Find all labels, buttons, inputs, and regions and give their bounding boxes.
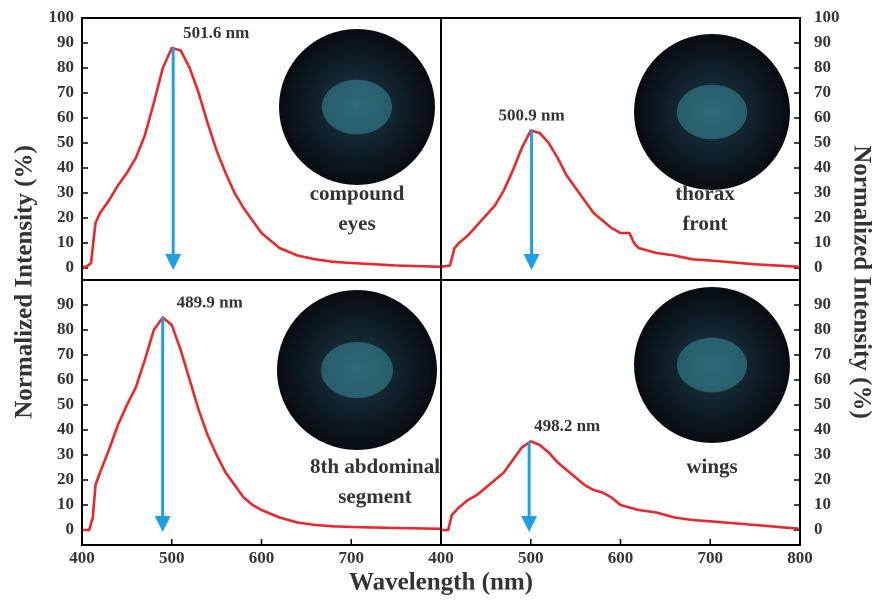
peak-label: 489.9 nm: [177, 292, 243, 311]
y-tick-label: 80: [57, 57, 74, 76]
y-tick-label: 0: [814, 519, 823, 538]
y-tick-label: 90: [814, 294, 831, 313]
y-tick-label: 10: [57, 232, 74, 251]
y-tick-label: 40: [814, 419, 831, 438]
y-tick-label: 10: [814, 232, 831, 251]
y-tick-label: 40: [57, 157, 74, 176]
x-tick-label: 700: [339, 548, 365, 567]
y-tick-label: 80: [57, 319, 74, 338]
inset-glow: [322, 80, 392, 135]
chart: Wavelength (nm) Normalized Intensity (%)…: [0, 0, 878, 602]
y-tick-label: 70: [814, 82, 831, 101]
y-tick-label: 70: [57, 82, 74, 101]
inset-glow: [677, 85, 747, 140]
inset-caption: front: [682, 211, 727, 235]
peak-label: 498.2 nm: [534, 416, 600, 435]
y-tick-label: 60: [57, 369, 74, 388]
y-tick-label: 90: [814, 32, 831, 51]
y-tick-label: 20: [57, 469, 74, 488]
y-tick-label: 100: [49, 7, 75, 26]
y-tick-label: 30: [57, 444, 74, 463]
panel: 0 10 20 30 40 50 60 70 80 90 400 500 600 700 800 wings 4…: [428, 280, 831, 567]
y-tick-label: 50: [814, 132, 831, 151]
y-tick-label: 80: [814, 319, 831, 338]
y-axis-label-right: Normalized Intensity (%): [848, 145, 875, 419]
peak-label: 501.6 nm: [183, 23, 249, 42]
panel: 0 10 20 30 40 50 60 70 80 90 100 compound eyes 501.6 …: [49, 7, 442, 280]
y-tick-label: 50: [57, 132, 74, 151]
x-tick-label: 500: [518, 548, 544, 567]
y-tick-label: 0: [814, 257, 823, 276]
x-tick-label: 800: [787, 548, 813, 567]
y-axis-label: Normalized Intensity (%): [11, 145, 38, 419]
peak-label: 500.9 nm: [498, 105, 564, 124]
x-tick-label: 700: [698, 548, 724, 567]
y-tick-label: 40: [57, 419, 74, 438]
panel: 0 10 20 30 40 50 60 70 80 90 100 thorax front 500.9 n…: [441, 7, 840, 280]
y-tick-label: 70: [814, 344, 831, 363]
inset-caption: segment: [338, 484, 411, 508]
x-tick-label: 500: [159, 548, 185, 567]
inset-glow: [677, 338, 747, 393]
y-tick-label: 80: [814, 57, 831, 76]
spectrum-line: [441, 441, 800, 530]
y-tick-label: 20: [57, 207, 74, 226]
peak-arrowhead: [155, 516, 171, 532]
y-tick-label: 90: [57, 32, 74, 51]
y-tick-label: 0: [66, 519, 75, 538]
y-tick-label: 20: [814, 207, 831, 226]
x-axis-label: Wavelength (nm): [349, 569, 533, 596]
peak-arrowhead: [521, 516, 537, 532]
peak-arrowhead: [524, 254, 540, 270]
y-tick-label: 20: [814, 469, 831, 488]
y-tick-label: 50: [814, 394, 831, 413]
x-tick-label: 400: [428, 548, 454, 567]
y-tick-label: 30: [57, 182, 74, 201]
peak-arrowhead: [165, 254, 181, 270]
y-tick-label: 40: [814, 157, 831, 176]
y-tick-label: 60: [814, 107, 831, 126]
y-tick-label: 10: [814, 494, 831, 513]
y-tick-label: 30: [814, 444, 831, 463]
y-tick-label: 10: [57, 494, 74, 513]
inset-glow: [321, 342, 393, 398]
inset-caption: eyes: [338, 211, 375, 235]
y-tick-label: 100: [814, 7, 840, 26]
y-tick-label: 0: [66, 257, 75, 276]
y-tick-label: 70: [57, 344, 74, 363]
y-tick-label: 30: [814, 182, 831, 201]
y-tick-label: 50: [57, 394, 74, 413]
panel: 0 10 20 30 40 50 60 70 80 90 400 500 600 700 8th abdom…: [57, 280, 441, 567]
y-tick-label: 60: [814, 369, 831, 388]
y-tick-label: 60: [57, 107, 74, 126]
inset-caption: thorax: [675, 181, 735, 205]
x-tick-label: 600: [608, 548, 634, 567]
x-tick-label: 400: [69, 548, 95, 567]
inset-caption: compound: [310, 181, 405, 205]
inset-caption: wings: [686, 454, 737, 478]
x-tick-label: 600: [249, 548, 275, 567]
y-tick-label: 90: [57, 294, 74, 313]
inset-caption: 8th abdominal: [310, 454, 440, 478]
